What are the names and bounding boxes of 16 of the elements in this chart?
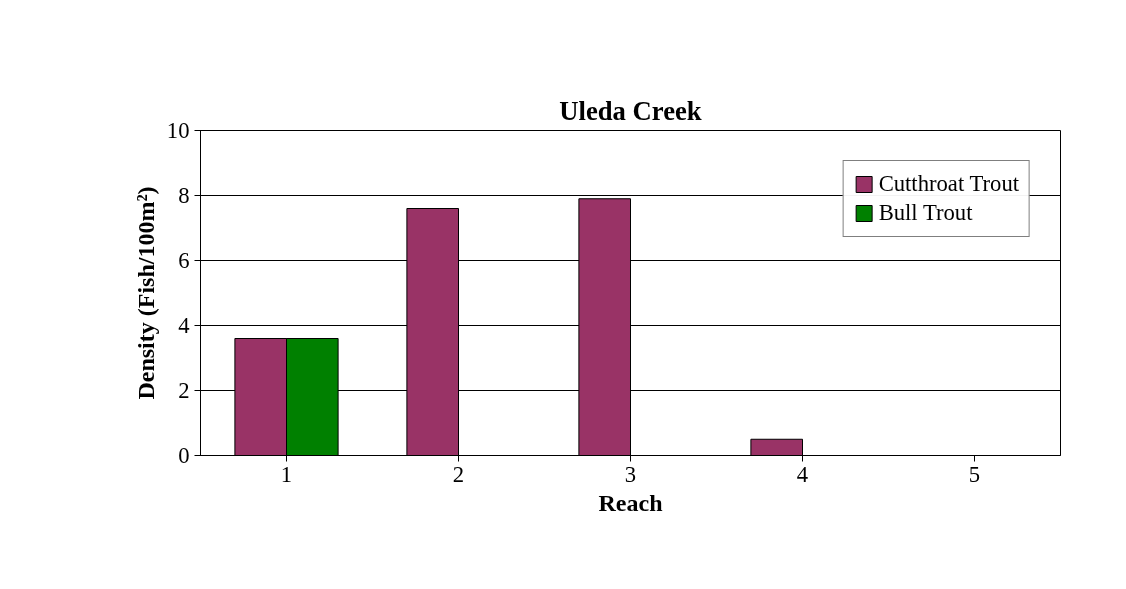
y-tick-label: 0 [178, 443, 190, 468]
y-tick-label: 8 [178, 183, 190, 208]
x-tick-label: 2 [452, 461, 465, 487]
y-tick-label: 2 [178, 378, 190, 403]
legend-label: Bull Trout [878, 200, 973, 226]
y-tick-label: 6 [178, 248, 190, 273]
y-axis-title: Density (Fish/100m²) [132, 186, 159, 400]
x-tick-label: 1 [280, 461, 293, 487]
x-tick-label: 5 [968, 461, 981, 487]
x-tick-label: 4 [796, 461, 809, 487]
x-tick-label: 3 [624, 461, 637, 487]
x-axis-title: Reach [598, 489, 663, 516]
legend-label: Cutthroat Trout [878, 171, 1019, 197]
chart-title: Uleda Creek [559, 95, 702, 126]
y-tick-label: 10 [166, 118, 190, 143]
y-tick-label: 4 [178, 313, 190, 338]
